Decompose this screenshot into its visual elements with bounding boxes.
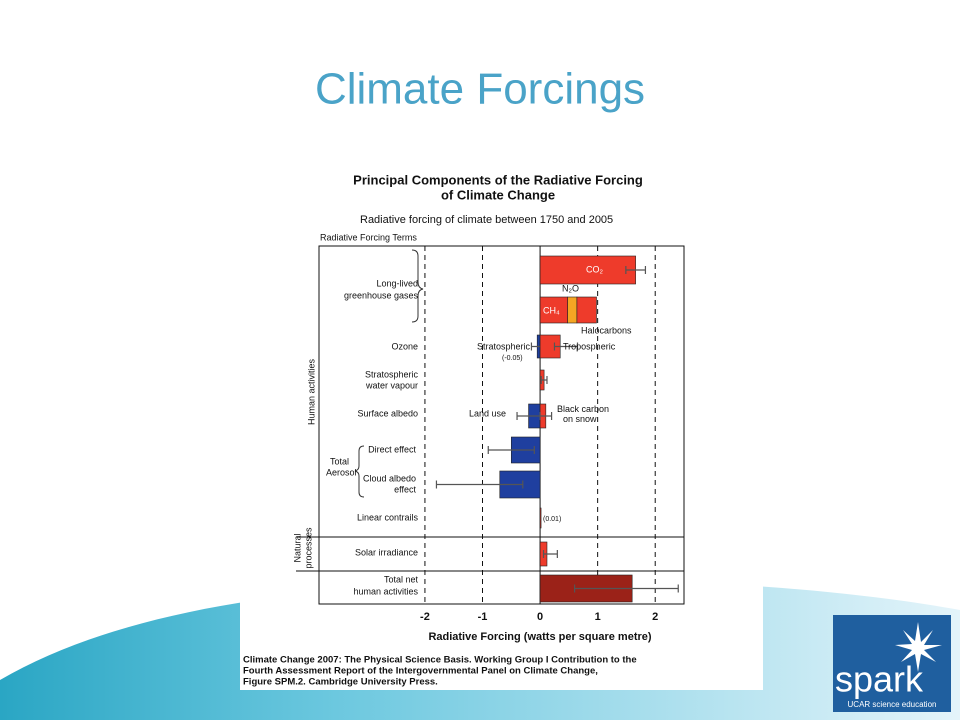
row-label: Linear contrails — [357, 512, 419, 522]
row-label: human activities — [353, 586, 418, 596]
slide-title: Climate Forcings — [315, 65, 645, 114]
plot-frame — [318, 245, 685, 605]
bar-annotation: CO₂ — [586, 264, 604, 274]
row-label: Total net — [384, 574, 419, 584]
bar-annotation: (0.01) — [543, 516, 561, 523]
chart-subtitle: Radiative forcing of climate between 175… — [360, 214, 613, 226]
bar — [567, 296, 578, 324]
error-bar — [435, 480, 524, 489]
figure — [240, 155, 763, 690]
error-bar — [542, 550, 558, 558]
row-label: Solar irradiance — [355, 547, 418, 557]
bar — [539, 507, 542, 529]
bar-annotation: CH₄ — [543, 305, 560, 315]
row-label: Stratospheric — [365, 369, 419, 379]
bar-annotation: Stratospheric — [477, 341, 531, 351]
x-tick-label: -1 — [478, 611, 488, 623]
error-bar — [540, 376, 548, 384]
row-label: effect — [394, 484, 416, 494]
error-bar — [539, 412, 553, 420]
error-bar — [553, 342, 579, 351]
bar-annotation: Black carbon on snow — [557, 404, 609, 424]
group-label: Natural — [292, 533, 302, 562]
x-tick-label: -2 — [420, 611, 430, 623]
logo-box — [833, 615, 951, 712]
x-tick-label: 2 — [652, 611, 658, 623]
chart-title: Principal Components of the Radiative Fo… — [353, 172, 643, 187]
bar — [539, 296, 569, 324]
logo-tagline: UCAR science education — [848, 700, 937, 709]
caption: Figure SPM.2. Cambridge University Press… — [243, 677, 438, 688]
caption: Climate Change 2007: The Physical Scienc… — [243, 655, 637, 666]
row-label: greenhouse gases — [344, 290, 419, 300]
row-label: Cloud albedo — [363, 473, 416, 483]
brace — [411, 249, 424, 323]
row-label: Surface albedo — [357, 408, 418, 418]
bar — [539, 255, 636, 285]
bar-annotation: N₂O — [562, 283, 579, 293]
bar-annotation: Tropospheric — [563, 341, 616, 351]
caption: Fourth Assessment Report of the Intergov… — [243, 666, 598, 677]
group-label: Total — [330, 456, 349, 466]
error-bar — [625, 266, 647, 274]
error-bar — [574, 584, 679, 593]
row-label: Direct effect — [368, 444, 416, 454]
logo-star — [895, 622, 942, 672]
row-header: Radiative Forcing Terms — [320, 232, 417, 242]
row-label: Ozone — [391, 341, 418, 351]
chart-title: of Climate Change — [441, 187, 555, 202]
group-label: Human activities — [306, 358, 316, 425]
row-label: water vapour — [365, 380, 418, 390]
brace — [354, 445, 365, 498]
x-tick-label: 0 — [537, 611, 543, 623]
error-bar — [487, 446, 535, 454]
group-label: Aerosol — [326, 467, 357, 477]
row-label: Long-lived — [376, 278, 418, 288]
bar — [576, 296, 597, 324]
bar-annotation: Halocarbons — [581, 325, 632, 335]
bar-annotation: (-0.05) — [502, 355, 523, 362]
x-tick-label: 1 — [595, 611, 601, 623]
logo-name: spark — [835, 659, 924, 700]
group-label: processes — [303, 527, 313, 569]
x-axis-label: Radiative Forcing (watts per square metr… — [428, 631, 651, 643]
bar-annotation: Land use — [469, 408, 506, 418]
